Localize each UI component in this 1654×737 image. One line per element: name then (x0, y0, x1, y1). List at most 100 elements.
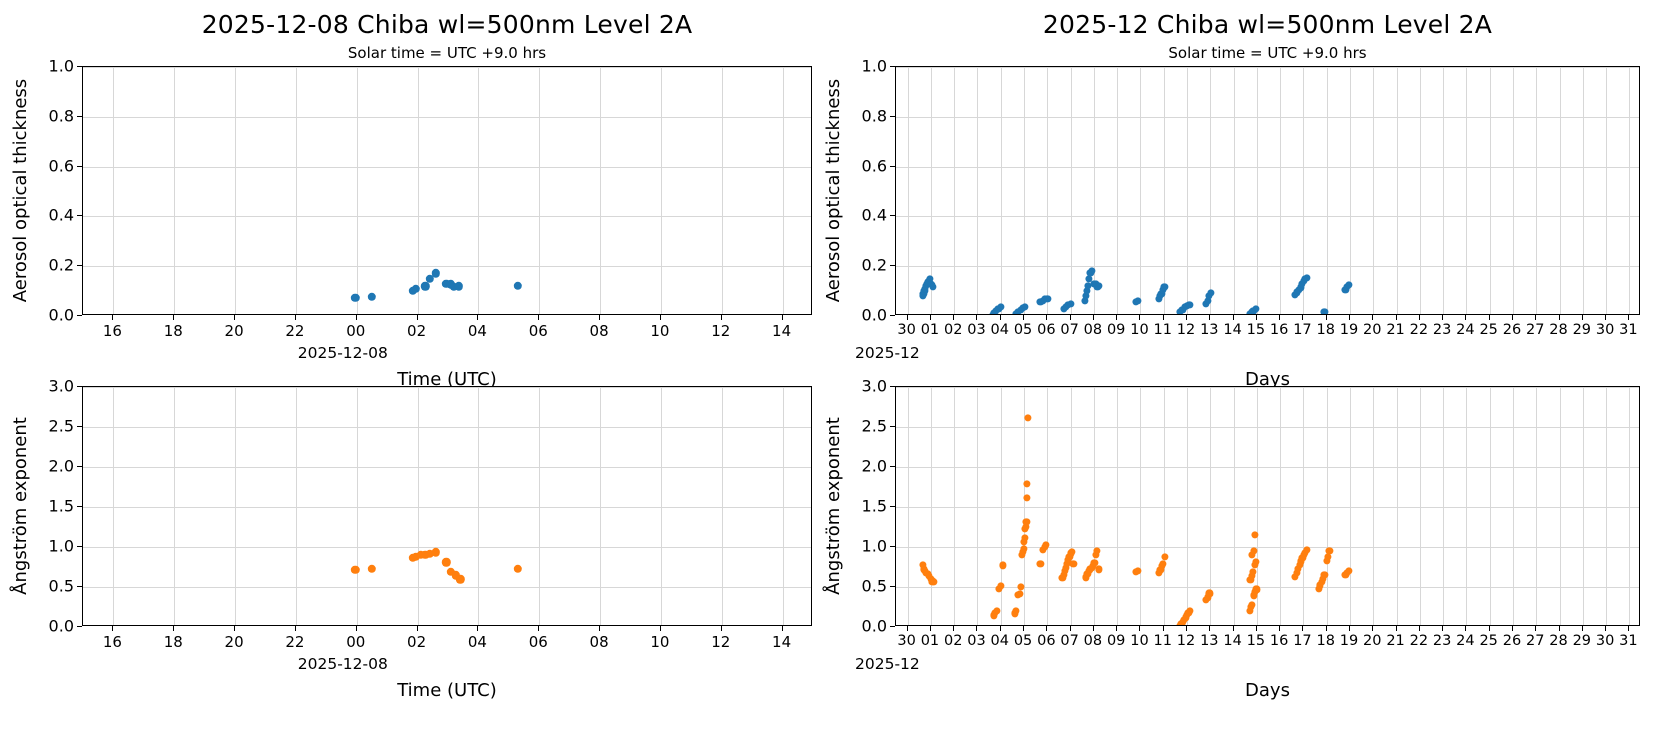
top_left-gridline-v (356, 67, 358, 314)
top_right-xtick-label: 06 (1037, 322, 1056, 338)
data-point (1248, 572, 1256, 580)
top_left-gridline-v (235, 67, 237, 314)
top_left-ytick (77, 265, 82, 267)
data-point (416, 550, 425, 560)
bottom_right-gridline-v (1373, 387, 1375, 625)
data-point (926, 275, 934, 283)
top_right-xtick-label: 30 (1595, 322, 1615, 338)
bottom_right-xtick (906, 626, 908, 631)
data-point (1156, 566, 1165, 574)
data-point (992, 607, 1001, 615)
top_right-gridline-v (1256, 67, 1258, 314)
data-point (513, 281, 523, 290)
top_right-xtick (1581, 315, 1583, 320)
bottom_right-xtick (1418, 626, 1420, 631)
data-point (1042, 541, 1050, 549)
top_right-xtick-label: 08 (1083, 322, 1103, 338)
top_right-xtick (929, 315, 931, 320)
data-point (1203, 297, 1212, 305)
data-point (1325, 547, 1334, 555)
top_right-gridline-v (1000, 67, 1002, 314)
bottom_left-xtick-label: 18 (163, 633, 183, 651)
bottom_right-gridline-v (1303, 387, 1305, 625)
bottom_left-xtick (112, 626, 114, 631)
bottom_left-plot-area (82, 386, 812, 626)
top_right-ytick-label: 0.6 (861, 156, 887, 176)
top_right-xtick-label: 13 (1200, 322, 1219, 338)
top_left-xtick-label: 06 (528, 322, 548, 340)
bottom_left-gridline-v (356, 387, 358, 625)
data-point (1087, 267, 1096, 275)
top_right-gridline-v (1559, 67, 1561, 314)
bottom_right-xtick (999, 626, 1001, 631)
data-point (1023, 480, 1031, 488)
bottom_right-xtick-label: 21 (1386, 633, 1405, 649)
bottom_right-gridline-v (1419, 387, 1421, 625)
bottom_right-ytick (890, 626, 895, 627)
bottom_right-xtick-label: 30 (1595, 633, 1615, 649)
bottom_right-gridline-v (1024, 387, 1026, 625)
top_left-xtick-label: 16 (102, 322, 122, 340)
top_right-xtick (1558, 315, 1560, 320)
data-point (1252, 558, 1260, 566)
top_left-xtick-label: 04 (467, 322, 487, 340)
bottom_right-ytick (890, 546, 895, 547)
bottom_left-ytick-label: 3.0 (48, 376, 74, 396)
top_right-gridline-v (1326, 67, 1328, 314)
data-point (1083, 287, 1091, 295)
top_right-xtick (1372, 315, 1374, 320)
top_right-ytick (890, 165, 895, 167)
top_left-gridline-v (113, 67, 115, 314)
bottom_right-gridline-h (896, 587, 1639, 588)
top_left-xtick (416, 315, 418, 320)
data-point (1023, 494, 1031, 502)
bottom_right-gridline-v (954, 387, 956, 625)
top_left-ytick-label: 0.2 (48, 255, 74, 275)
bottom_right-xtick (1302, 626, 1304, 631)
bottom_right-xtick-label: 27 (1526, 633, 1545, 649)
top_right-xtick-label: 10 (1130, 322, 1149, 338)
data-point (1320, 307, 1328, 314)
bottom_right-ytick-label: 0.5 (861, 576, 887, 596)
bottom_right-gridline-v (1140, 387, 1142, 625)
top_right-gridline-h (896, 67, 1639, 68)
top_left-xtick (720, 315, 722, 320)
data-point (1248, 601, 1256, 609)
bottom_right-date-annotation: 2025-12 (855, 655, 920, 673)
top_right-xtick (1488, 315, 1490, 320)
top_right-ylabel: Aerosol optical thickness (823, 78, 844, 303)
top_right-gridline-v (1187, 67, 1189, 314)
data-point (451, 571, 460, 580)
bottom_left-ytick-label: 0.5 (48, 576, 74, 596)
bottom_right-xtick-label: 23 (1432, 633, 1452, 649)
top_right-xtick (1209, 315, 1211, 320)
bottom_right-xtick-label: 05 (1013, 633, 1033, 649)
top_right-xtick-label: 09 (1106, 322, 1126, 338)
top_right-gridline-v (1280, 67, 1282, 314)
top_left-gridline-v (174, 67, 176, 314)
bottom_right-ytick (890, 586, 895, 587)
top_left-gridline-h (83, 67, 811, 68)
top_left-xtick (294, 315, 296, 320)
top_right-xtick (1302, 315, 1304, 320)
data-point (1024, 414, 1032, 422)
bottom_right-gridline-v (1582, 387, 1584, 625)
top_left-title: 2025-12-08 Chiba wl=500nm Level 2A (201, 10, 693, 39)
bottom_right-ytick-label: 3.0 (861, 376, 887, 396)
data-point (1303, 274, 1311, 282)
bottom_right-xtick-label: 24 (1456, 633, 1475, 649)
top_left-date-annotation: 2025-12-08 (297, 344, 388, 362)
bottom_right-xtick (1279, 626, 1281, 631)
top_right-xtick-label: 04 (990, 322, 1009, 338)
bottom_right-xtick-label: 04 (990, 633, 1009, 649)
top_left-gridline-h (83, 116, 811, 118)
top_right-gridline-v (1606, 67, 1608, 314)
bottom_left-xtick-label: 22 (285, 633, 305, 651)
bottom_right-gridline-v (1070, 387, 1072, 625)
top_left-gridline-h (83, 166, 811, 168)
top_right-xtick (1348, 315, 1350, 320)
data-point (1080, 297, 1089, 305)
data-point (1319, 575, 1327, 583)
data-point (1022, 518, 1030, 526)
